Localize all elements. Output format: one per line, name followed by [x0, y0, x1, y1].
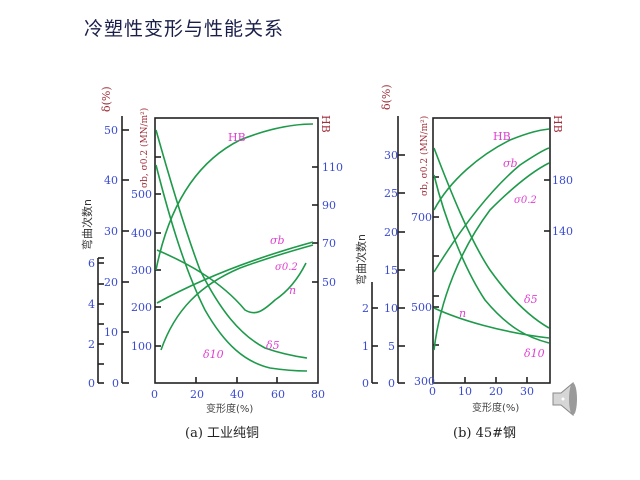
- page-title: 冷塑性变形与性能关系: [84, 18, 285, 40]
- svg-text:400: 400: [131, 227, 152, 240]
- chart-b-n-label: 弯曲次数n: [354, 234, 368, 285]
- svg-text:20: 20: [489, 385, 503, 398]
- chart-a-x-ticks: 0 20 40 60 80: [151, 377, 325, 401]
- chart-b-n-ticks: 2 1 0: [362, 302, 378, 390]
- curve-b-sigma-b: [433, 147, 550, 273]
- svg-text:15: 15: [384, 264, 398, 277]
- svg-text:4: 4: [88, 298, 95, 311]
- curve-a-n: [156, 249, 307, 314]
- svg-text:20: 20: [190, 388, 204, 401]
- svg-text:500: 500: [131, 188, 152, 201]
- chart-b-hb-label: HB: [551, 115, 564, 133]
- chart-a-xlabel: 变形度(%): [206, 402, 253, 415]
- chart-b-hb-ticks: 180 140: [544, 174, 573, 238]
- svg-text:20: 20: [104, 276, 118, 289]
- svg-text:0: 0: [362, 377, 369, 390]
- svg-text:1: 1: [362, 340, 369, 353]
- svg-text:10: 10: [104, 326, 118, 339]
- svg-text:500: 500: [411, 301, 432, 314]
- curve-a-sigma-02: [160, 244, 314, 351]
- svg-text:0: 0: [151, 388, 158, 401]
- svg-text:HB: HB: [228, 131, 246, 144]
- chart-a-hb-ticks: 110 90 70 50: [312, 161, 343, 289]
- chart-b-xlabel: 变形度(%): [472, 401, 519, 414]
- curve-a-delta10: [155, 164, 308, 372]
- chart-b-caption: (b) 45#钢: [453, 426, 516, 441]
- svg-text:50: 50: [104, 124, 118, 137]
- svg-text:180: 180: [552, 174, 573, 187]
- chart-b-sigma-ticks: 700 500 300: [411, 176, 439, 388]
- svg-text:200: 200: [131, 301, 152, 314]
- curve-b-delta5: [433, 147, 550, 329]
- svg-text:140: 140: [552, 225, 573, 238]
- chart-b-frame: [432, 117, 551, 384]
- svg-text:300: 300: [414, 375, 435, 388]
- speaker-icon[interactable]: [552, 381, 577, 417]
- svg-text:100: 100: [131, 340, 152, 353]
- svg-text:0: 0: [112, 377, 119, 390]
- svg-text:σ0.2: σ0.2: [275, 262, 298, 273]
- svg-text:δ5: δ5: [524, 293, 538, 306]
- svg-text:10: 10: [458, 385, 472, 398]
- svg-text:σb: σb: [270, 234, 285, 247]
- svg-text:20: 20: [384, 226, 398, 239]
- svg-text:30: 30: [520, 385, 534, 398]
- chart-a-delta-label: δ(%): [100, 86, 113, 112]
- chart-a-hb-label: HB: [319, 115, 332, 133]
- chart-a: 50 40 30 20 10 0 δ(%) 6 4 2 0 弯曲次数n 500 …: [80, 86, 343, 441]
- chart-b-sigma-label: σb, σ0.2 (MN/m²): [419, 116, 430, 196]
- chart-a-n-ticks: 6 4 2 0: [88, 257, 104, 390]
- svg-text:700: 700: [411, 211, 432, 224]
- chart-b: 30 25 20 15 10 5 0 δ(%) 2 1 0 弯曲次数n 700 …: [354, 84, 573, 441]
- svg-text:300: 300: [131, 264, 152, 277]
- svg-text:50: 50: [322, 276, 336, 289]
- chart-a-n-label: 弯曲次数n: [80, 199, 94, 250]
- svg-text:5: 5: [388, 340, 395, 353]
- curve-b-n: [433, 307, 550, 339]
- svg-text:40: 40: [230, 388, 244, 401]
- svg-text:80: 80: [311, 388, 325, 401]
- svg-text:δ5: δ5: [266, 339, 280, 352]
- chart-a-delta-ticks: 50 40 30 20 10 0: [104, 124, 129, 390]
- svg-text:σ0.2: σ0.2: [514, 195, 537, 206]
- svg-text:n: n: [289, 284, 296, 297]
- chart-a-caption: (a) 工业纯铜: [185, 426, 259, 441]
- curve-a-hb: [155, 123, 314, 271]
- svg-text:0: 0: [429, 385, 436, 398]
- svg-text:6: 6: [88, 257, 95, 270]
- chart-a-sigma-ticks: 500 400 300 200 100: [131, 156, 161, 353]
- svg-text:0: 0: [388, 377, 395, 390]
- svg-text:25: 25: [384, 187, 398, 200]
- chart-b-x-ticks: 0 10 20 30: [429, 377, 534, 398]
- svg-text:δ10: δ10: [524, 347, 545, 360]
- chart-b-delta-ticks: 30 25 20 15 10 5 0: [384, 149, 405, 390]
- chart-b-delta-label: δ(%): [380, 84, 393, 110]
- svg-text:30: 30: [104, 225, 118, 238]
- chart-a-sigma-label: σb, σ0.2 (MN/m²): [139, 108, 150, 188]
- svg-text:2: 2: [362, 302, 369, 315]
- svg-text:90: 90: [322, 199, 336, 212]
- svg-text:70: 70: [322, 237, 336, 250]
- svg-text:2: 2: [88, 338, 95, 351]
- curve-a-delta5-top: [155, 129, 308, 359]
- svg-text:40: 40: [104, 174, 118, 187]
- svg-text:δ10: δ10: [203, 348, 224, 361]
- svg-text:HB: HB: [493, 130, 511, 143]
- svg-text:n: n: [459, 307, 466, 320]
- svg-text:0: 0: [88, 377, 95, 390]
- svg-text:60: 60: [271, 388, 285, 401]
- svg-text:σb: σb: [503, 157, 518, 170]
- curve-a-sigma-b: [156, 241, 314, 304]
- svg-text:110: 110: [322, 161, 343, 174]
- svg-text:10: 10: [384, 302, 398, 315]
- svg-text:30: 30: [384, 149, 398, 162]
